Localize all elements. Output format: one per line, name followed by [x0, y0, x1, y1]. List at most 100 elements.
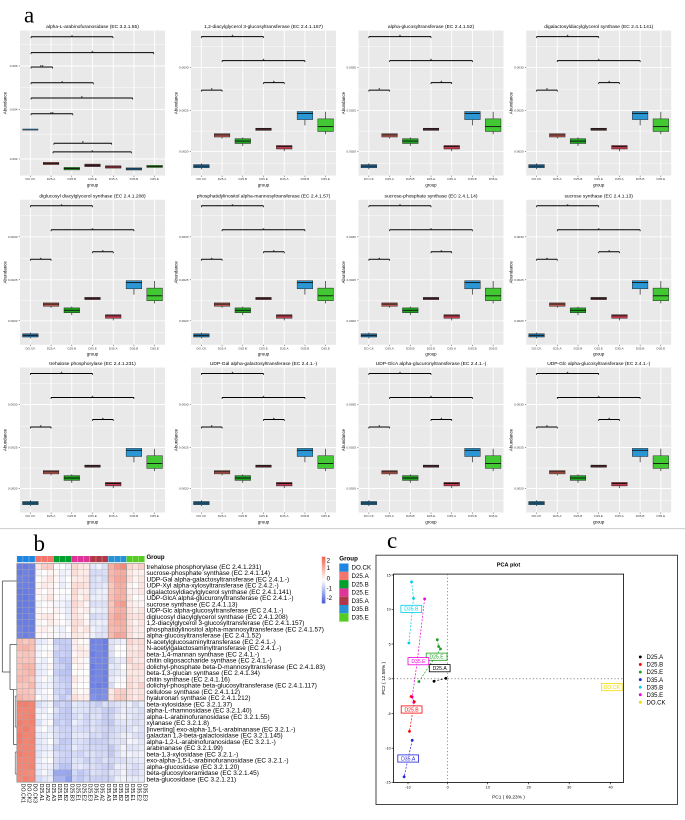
- svg-text:D35.B: D35.B: [468, 177, 477, 181]
- svg-text:D35.B: D35.B: [404, 607, 419, 613]
- svg-text:0.0025: 0.0025: [347, 446, 357, 450]
- svg-text:D35.B: D35.B: [301, 177, 310, 181]
- svg-text:*: *: [211, 88, 213, 94]
- svg-text:arabinanase (EC 3.2.1.99): arabinanase (EC 3.2.1.99): [147, 745, 223, 752]
- svg-text:Abundance: Abundance: [3, 91, 8, 114]
- svg-text:digalactosyldiacylglycerol syn: digalactosyldiacylglycerol synthase (EC …: [544, 24, 653, 30]
- svg-text:*: *: [40, 425, 42, 431]
- svg-text:DO.CK: DO.CK: [604, 685, 621, 691]
- svg-text:-15: -15: [385, 781, 391, 785]
- svg-text:*: *: [430, 396, 432, 402]
- svg-text:0.0030: 0.0030: [347, 235, 357, 239]
- svg-text:*: *: [60, 204, 62, 210]
- svg-text:UDP-Glc alpha-glucosyltransfer: UDP-Glc alpha-glucosyltransferase (EC 2.…: [547, 361, 650, 367]
- svg-text:0.0020: 0.0020: [179, 319, 189, 323]
- svg-text:D35.B: D35.B: [647, 685, 664, 691]
- svg-text:D35.A: D35.A: [447, 514, 457, 518]
- svg-text:Abundance: Abundance: [341, 428, 346, 451]
- svg-text:D35.B: D35.B: [636, 346, 645, 350]
- svg-text:N-acetylgalactosaminyltransfer: N-acetylgalactosaminyltransferase (EC 2.…: [147, 645, 282, 652]
- svg-text:D35.E: D35.E: [321, 514, 330, 518]
- svg-text:*: *: [598, 59, 600, 65]
- svg-text:group: group: [258, 519, 270, 524]
- svg-text:D25.B: D25.B: [352, 581, 369, 588]
- svg-text:D25.E: D25.E: [352, 590, 369, 597]
- svg-text:D35.B1: D35.B1: [111, 784, 117, 801]
- svg-text:D35.A: D35.A: [615, 514, 625, 518]
- svg-text:*: *: [91, 150, 93, 156]
- svg-text:D35.E: D35.E: [489, 177, 498, 181]
- svg-text:UDP-GlcA alpha-glucuronyltrans: UDP-GlcA alpha-glucuronyltransferase (EC…: [376, 361, 487, 367]
- svg-text:D35.E: D35.E: [489, 346, 498, 350]
- svg-text:D25.A: D25.A: [385, 346, 395, 350]
- svg-text:DO.CK: DO.CK: [196, 346, 207, 350]
- svg-text:Group: Group: [339, 555, 358, 562]
- svg-text:DO.CK3: DO.CK3: [32, 784, 38, 803]
- svg-text:D25.A: D25.A: [218, 346, 228, 350]
- svg-text:beta-glucosylceramidase (EC 3.: beta-glucosylceramidase (EC 3.2.1.45): [147, 770, 259, 777]
- svg-text:D25.E: D25.E: [427, 177, 436, 181]
- svg-text:N-acetylglucosaminyltransferas: N-acetylglucosaminyltransferase (EC 2.4.…: [147, 639, 276, 646]
- svg-text:DO.CK2: DO.CK2: [26, 784, 32, 803]
- svg-text:sucrose-phosphate synthase (EC: sucrose-phosphate synthase (EC 2.4.1.14): [385, 193, 478, 199]
- svg-text:D35.A: D35.A: [280, 177, 290, 181]
- svg-text:D25.E: D25.E: [259, 514, 268, 518]
- svg-text:phosphatidylinositol alpha-man: phosphatidylinositol alpha-mannosyltrans…: [197, 193, 331, 199]
- svg-text:b: b: [34, 531, 46, 556]
- svg-text:D35.B: D35.B: [301, 346, 310, 350]
- svg-text:alpha-glucosyltransferase (EC: alpha-glucosyltransferase (EC 2.4.1.52): [388, 24, 475, 30]
- svg-text:1: 1: [327, 565, 331, 572]
- svg-text:D25.A: D25.A: [218, 177, 228, 181]
- svg-text:D25.B1: D25.B1: [56, 784, 62, 801]
- svg-text:diglucosyl diacylglycerol synt: diglucosyl diacylglycerol synthase (EC 2…: [147, 614, 288, 621]
- svg-text:**: **: [40, 65, 44, 71]
- svg-text:D35.B: D35.B: [468, 346, 477, 350]
- svg-text:0.004: 0.004: [10, 108, 18, 112]
- svg-text:UDP-Xyl alpha-xylosyltransfera: UDP-Xyl alpha-xylosyltransferase (EC 2.4…: [147, 583, 279, 590]
- svg-text:D25.E: D25.E: [259, 346, 268, 350]
- svg-text:0.0030: 0.0030: [514, 66, 524, 70]
- svg-text:digalactosyldiacylglycerol syn: digalactosyldiacylglycerol synthase (EC …: [147, 589, 292, 596]
- svg-text:hyaluronan synthase (EC 2.4.1.: hyaluronan synthase (EC 2.4.1.212): [147, 695, 251, 702]
- svg-text:D35.A: D35.A: [352, 598, 370, 605]
- svg-text:D25.B: D25.B: [238, 514, 247, 518]
- svg-text:0.0020: 0.0020: [514, 487, 524, 491]
- svg-text:*: *: [263, 59, 265, 65]
- svg-text:D35.E: D35.E: [321, 346, 330, 350]
- svg-text:1,2-diacylglycerol 3-glucosylt: 1,2-diacylglycerol 3-glucosyltransferase…: [204, 24, 323, 30]
- svg-text:*: *: [92, 228, 94, 234]
- svg-text:D25.E: D25.E: [647, 670, 664, 676]
- svg-text:D35.A: D35.A: [280, 514, 290, 518]
- svg-text:D25.A3: D25.A3: [50, 784, 56, 801]
- svg-text:*: *: [546, 425, 548, 431]
- svg-text:D35.B2: D35.B2: [117, 784, 123, 801]
- svg-text:D25.B: D25.B: [406, 346, 415, 350]
- svg-text:0.0025: 0.0025: [514, 446, 524, 450]
- svg-text:*: *: [608, 250, 610, 256]
- svg-text:galactan 1,3-beta-galactosidas: galactan 1,3-beta-galactosidase (EC 3.2.…: [147, 733, 283, 740]
- svg-text:DO.CK: DO.CK: [532, 346, 543, 350]
- svg-text:Group: Group: [147, 555, 165, 561]
- svg-text:*: *: [273, 81, 275, 87]
- svg-text:D25.A2: D25.A2: [44, 784, 50, 801]
- svg-text:beta-glucosidase (EC 3.2.1.21): beta-glucosidase (EC 3.2.1.21): [147, 776, 237, 783]
- svg-text:D35.A: D35.A: [109, 514, 119, 518]
- svg-text:DO.CK: DO.CK: [196, 514, 207, 518]
- svg-text:*: *: [71, 35, 73, 41]
- svg-text:D25.B: D25.B: [406, 514, 415, 518]
- svg-text:D35.A: D35.A: [280, 346, 290, 350]
- svg-text:*: *: [378, 425, 380, 431]
- svg-text:0.0030: 0.0030: [179, 403, 189, 407]
- svg-text:group: group: [87, 352, 99, 357]
- svg-text:*: *: [567, 372, 569, 378]
- svg-text:1,2-diacylglycerol 3-glucosylt: 1,2-diacylglycerol 3-glucosyltransferase…: [147, 620, 305, 627]
- svg-text:D25.B: D25.B: [238, 177, 247, 181]
- svg-text:dolichyl-phosphate beta-glucos: dolichyl-phosphate beta-glucosyltransfer…: [147, 683, 317, 690]
- svg-text:D35.E: D35.E: [150, 346, 159, 350]
- svg-text:D25.E: D25.E: [594, 514, 603, 518]
- svg-text:*: *: [102, 250, 104, 256]
- svg-text:alpha-L-arabinofuranosidase (E: alpha-L-arabinofuranosidase (EC 3.2.1.55…: [46, 24, 139, 30]
- svg-text:-10: -10: [405, 785, 411, 789]
- svg-text:c: c: [387, 528, 397, 553]
- svg-text:0.0030: 0.0030: [347, 403, 357, 407]
